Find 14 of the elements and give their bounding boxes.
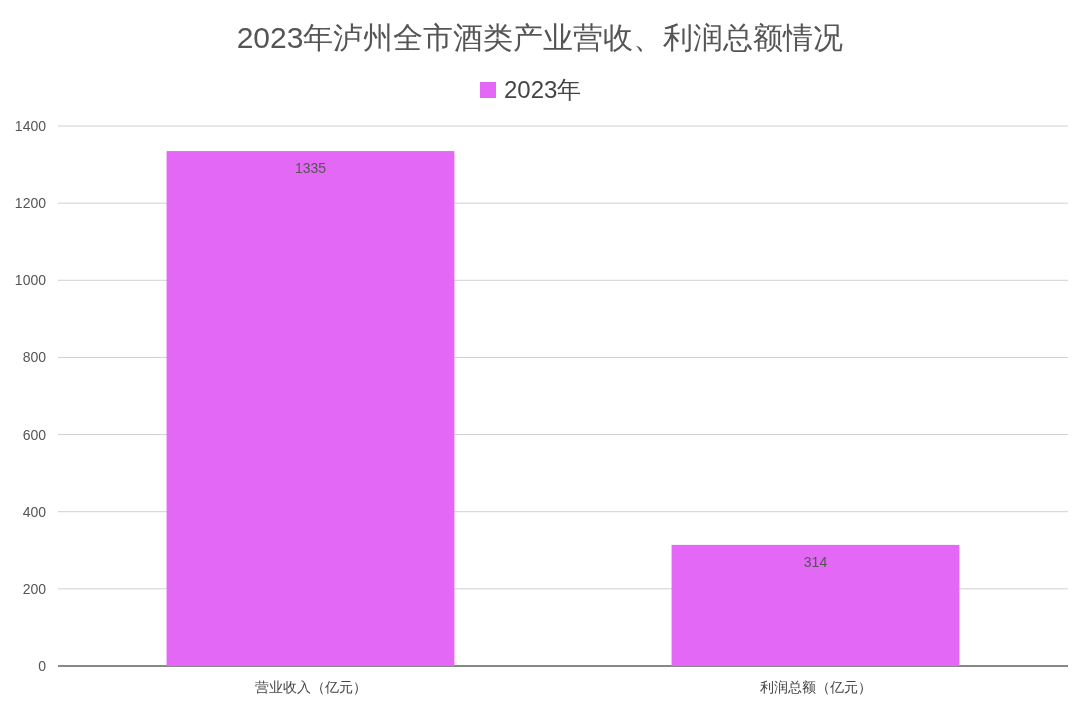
y-tick-label: 1200 (14, 195, 47, 212)
data-label: 1335 (294, 160, 327, 177)
chart-title: 2023年泸州全市酒类产业营收、利润总额情况 (236, 21, 844, 54)
y-tick-label: 0 (38, 658, 47, 674)
y-tick-label: 1400 (14, 118, 47, 134)
y-tick-label: 400 (22, 503, 47, 520)
y-tick-label: 1000 (14, 272, 47, 289)
data-label: 314 (803, 553, 828, 570)
legend-label: 2023年 (504, 76, 582, 103)
x-tick-label: 营业收入（亿元） (254, 679, 367, 695)
y-tick-label: 200 (22, 580, 47, 597)
y-tick-label: 800 (22, 349, 47, 366)
x-tick-label: 利润总额（亿元） (759, 679, 872, 695)
y-tick-label: 600 (22, 426, 47, 443)
